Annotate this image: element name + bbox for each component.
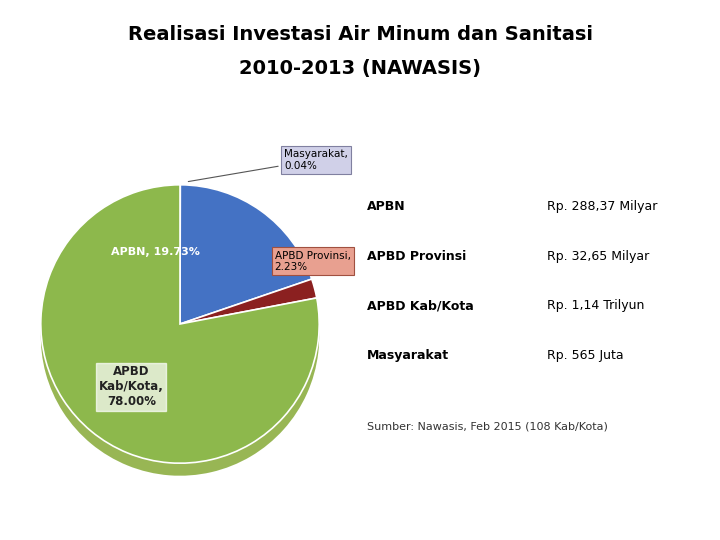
Text: APBD Provinsi,
2.23%: APBD Provinsi, 2.23% bbox=[274, 251, 351, 272]
Text: Rp. 288,37 Milyar: Rp. 288,37 Milyar bbox=[547, 200, 657, 213]
Text: Sumber: Nawasis, Feb 2015 (108 Kab/Kota): Sumber: Nawasis, Feb 2015 (108 Kab/Kota) bbox=[367, 422, 608, 432]
Wedge shape bbox=[41, 185, 319, 463]
Wedge shape bbox=[180, 185, 312, 324]
Wedge shape bbox=[180, 292, 317, 336]
Text: Realisasi Investasi Air Minum dan Sanitasi: Realisasi Investasi Air Minum dan Sanita… bbox=[127, 25, 593, 44]
Wedge shape bbox=[180, 197, 312, 336]
Text: APBD Provinsi: APBD Provinsi bbox=[367, 249, 467, 262]
Text: APBD
Kab/Kota,
78.00%: APBD Kab/Kota, 78.00% bbox=[99, 365, 163, 408]
Text: APBD Kab/Kota: APBD Kab/Kota bbox=[367, 299, 474, 312]
Text: Rp. 32,65 Milyar: Rp. 32,65 Milyar bbox=[547, 249, 649, 262]
Wedge shape bbox=[180, 279, 317, 324]
Text: Rp. 1,14 Trilyun: Rp. 1,14 Trilyun bbox=[547, 299, 644, 312]
Text: Masyarakat: Masyarakat bbox=[367, 349, 449, 362]
Text: Masyarakat,
0.04%: Masyarakat, 0.04% bbox=[189, 149, 348, 181]
Wedge shape bbox=[41, 197, 319, 476]
Text: APBN, 19.73%: APBN, 19.73% bbox=[110, 247, 199, 256]
Text: 2010-2013 (NAWASIS): 2010-2013 (NAWASIS) bbox=[239, 59, 481, 78]
Text: Rp. 565 Juta: Rp. 565 Juta bbox=[547, 349, 624, 362]
Text: APBN: APBN bbox=[367, 200, 406, 213]
